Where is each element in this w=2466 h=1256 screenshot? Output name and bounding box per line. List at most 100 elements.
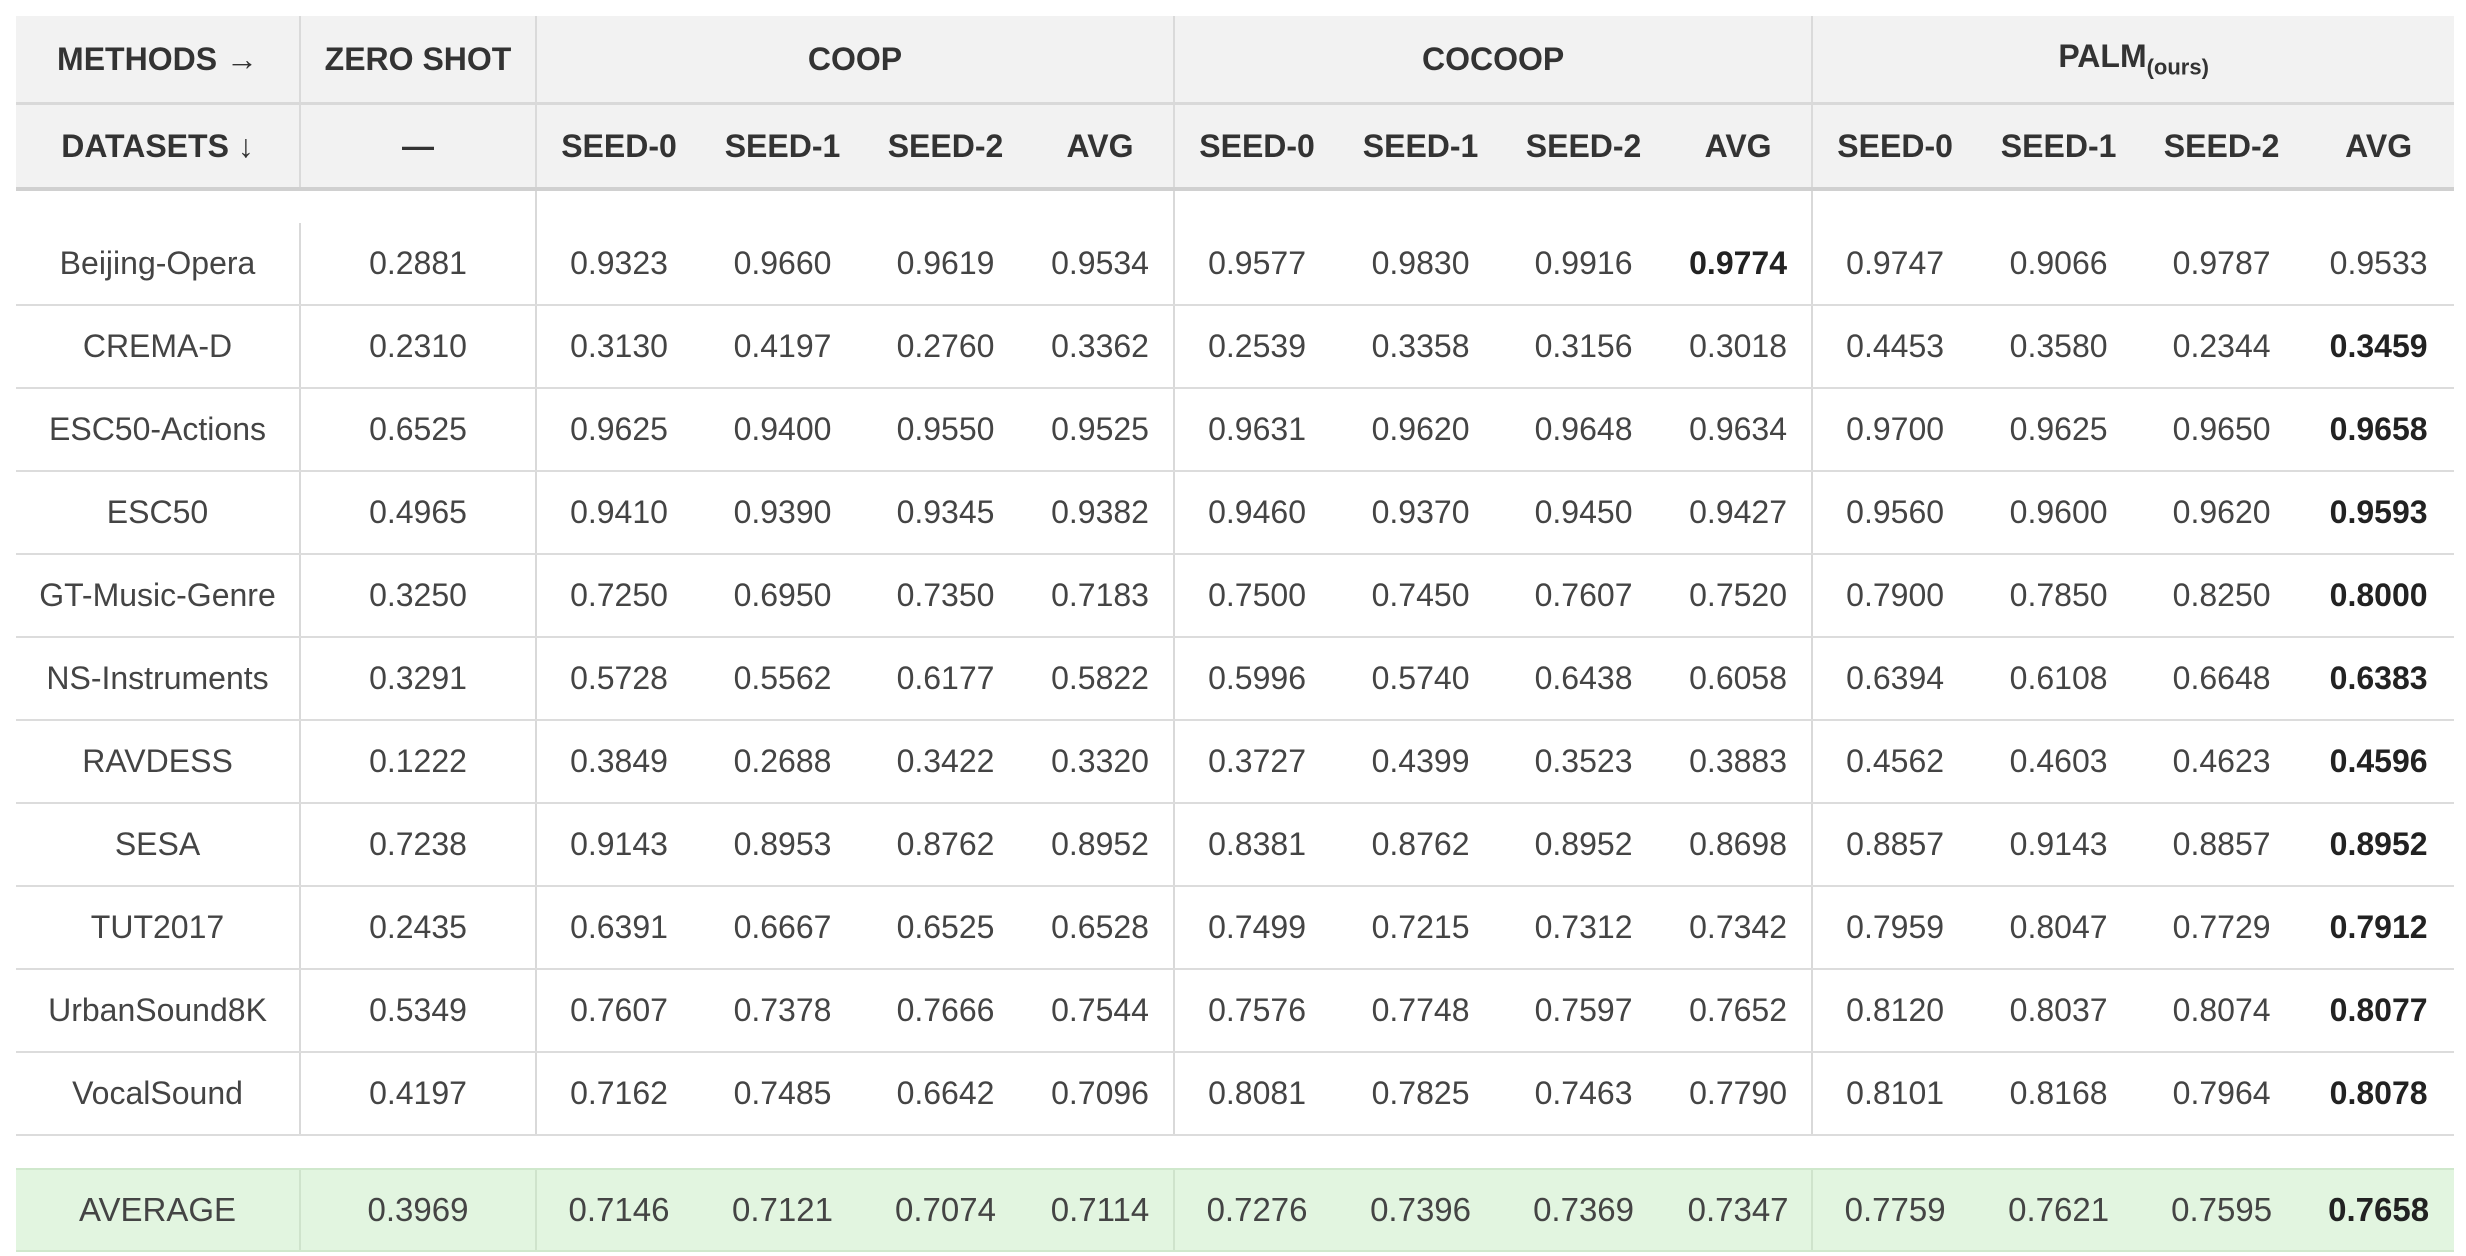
value-cell: 0.8250: [2140, 554, 2304, 638]
value-cell: 0.4623: [2140, 720, 2304, 804]
dataset-name-cell: TUT2017: [16, 886, 300, 970]
value-cell: 0.3018: [1665, 305, 1813, 389]
value-cell: 0.7652: [1665, 969, 1813, 1053]
value-cell: 0.2344: [2140, 305, 2304, 389]
value-cell: 0.3969: [299, 1168, 536, 1252]
table-row: Beijing-Opera 0.2881 0.9323 0.9660 0.9619 0.9…: [16, 223, 2455, 306]
value-cell: 0.9600: [1977, 471, 2141, 555]
value-cell: 0.3362: [1027, 305, 1175, 389]
value-cell: 0.9650: [2140, 388, 2304, 472]
value-cell: 0.8952: [1502, 803, 1666, 887]
value-cell: 0.9787: [2140, 223, 2304, 306]
value-cell: 0.9533: [2303, 223, 2455, 306]
value-cell: 0.7215: [1339, 886, 1503, 970]
value-cell: 0.7597: [1502, 969, 1666, 1053]
coop-seed-0-header: SEED-0: [535, 103, 701, 191]
dataset-name-cell: UrbanSound8K: [16, 969, 300, 1053]
value-cell: 0.9625: [535, 388, 701, 472]
value-cell: 0.7790: [1665, 1052, 1813, 1136]
value-cell: 0.7520: [1665, 554, 1813, 638]
value-cell: 0.5562: [701, 637, 864, 721]
dataset-name-cell: RAVDESS: [16, 720, 300, 804]
value-cell: 0.2539: [1173, 305, 1340, 389]
value-cell: 0.7350: [864, 554, 1027, 638]
value-cell: 0.6177: [864, 637, 1027, 721]
value-cell: 0.7544: [1027, 969, 1175, 1053]
cocoop-seed-1-header: SEED-1: [1339, 103, 1503, 191]
palm-seed-2-header: SEED-2: [2140, 103, 2304, 191]
value-cell: 0.5349: [299, 969, 536, 1053]
best-value-cell: 0.6383: [2303, 637, 2455, 721]
zero-shot-header: ZERO SHOT: [299, 16, 536, 105]
value-cell: 0.6525: [864, 886, 1027, 970]
value-cell: 0.2760: [864, 305, 1027, 389]
value-cell: 0.7276: [1173, 1168, 1340, 1252]
spacer-row: [16, 189, 2455, 223]
datasets-header: DATASETS ↓: [16, 103, 300, 191]
value-cell: 0.7595: [2140, 1168, 2304, 1252]
value-cell: 0.9345: [864, 471, 1027, 555]
best-value-cell: 0.3459: [2303, 305, 2455, 389]
best-value-cell: 0.9593: [2303, 471, 2455, 555]
value-cell: 0.5822: [1027, 637, 1175, 721]
dataset-name-cell: AVERAGE: [16, 1168, 300, 1252]
value-cell: 0.4453: [1811, 305, 1978, 389]
value-cell: 0.4562: [1811, 720, 1978, 804]
value-cell: 0.9916: [1502, 223, 1666, 306]
results-table: METHODS → ZERO SHOT COOP COCOOP PALM(our…: [16, 16, 2455, 1252]
value-cell: 0.7748: [1339, 969, 1503, 1053]
best-value-cell: 0.9774: [1665, 223, 1813, 306]
value-cell: 0.6950: [701, 554, 864, 638]
value-cell: 0.3523: [1502, 720, 1666, 804]
value-cell: 0.9830: [1339, 223, 1503, 306]
value-cell: 0.7146: [535, 1168, 701, 1252]
value-cell: 0.8698: [1665, 803, 1813, 887]
value-cell: 0.2435: [299, 886, 536, 970]
value-cell: 0.7850: [1977, 554, 2141, 638]
value-cell: 0.6642: [864, 1052, 1027, 1136]
value-cell: 0.5728: [535, 637, 701, 721]
cocoop-header: COCOOP: [1173, 16, 1813, 105]
value-cell: 0.9619: [864, 223, 1027, 306]
value-cell: 0.3883: [1665, 720, 1813, 804]
value-cell: 0.8952: [1027, 803, 1175, 887]
value-cell: 0.7759: [1811, 1168, 1978, 1252]
value-cell: 0.2881: [299, 223, 536, 306]
header-row-datasets: DATASETS ↓ — SEED-0 SEED-1 SEED-2 AVG SEED-0…: [16, 103, 2455, 191]
value-cell: 0.7378: [701, 969, 864, 1053]
value-cell: 0.7621: [1977, 1168, 2141, 1252]
value-cell: 0.2310: [299, 305, 536, 389]
value-cell: 0.9410: [535, 471, 701, 555]
dataset-name-cell: GT-Music-Genre: [16, 554, 300, 638]
value-cell: 0.7250: [535, 554, 701, 638]
value-cell: 0.9143: [535, 803, 701, 887]
value-cell: 0.9382: [1027, 471, 1175, 555]
value-cell: 0.6108: [1977, 637, 2141, 721]
value-cell: 0.7607: [535, 969, 701, 1053]
zero-shot-subheader: —: [299, 103, 536, 191]
value-cell: 0.8081: [1173, 1052, 1340, 1136]
value-cell: 0.7369: [1502, 1168, 1666, 1252]
value-cell: 0.9400: [701, 388, 864, 472]
best-value-cell: 0.8952: [2303, 803, 2455, 887]
palm-seed-0-header: SEED-0: [1811, 103, 1978, 191]
table-row: GT-Music-Genre 0.3250 0.7250 0.6950 0.7350 0.…: [16, 554, 2455, 638]
value-cell: 0.7396: [1339, 1168, 1503, 1252]
value-cell: 0.9066: [1977, 223, 2141, 306]
value-cell: 0.7114: [1027, 1168, 1175, 1252]
value-cell: 0.8857: [1811, 803, 1978, 887]
table-row: SESA 0.7238 0.9143 0.8953 0.8762 0.8952 0.8381…: [16, 803, 2455, 887]
value-cell: 0.5996: [1173, 637, 1340, 721]
value-cell: 0.6528: [1027, 886, 1175, 970]
dataset-name-cell: ESC50-Actions: [16, 388, 300, 472]
value-cell: 0.7238: [299, 803, 536, 887]
value-cell: 0.7576: [1173, 969, 1340, 1053]
value-cell: 0.7183: [1027, 554, 1175, 638]
value-cell: 0.3727: [1173, 720, 1340, 804]
value-cell: 0.7825: [1339, 1052, 1503, 1136]
value-cell: 0.9460: [1173, 471, 1340, 555]
value-cell: 0.7096: [1027, 1052, 1175, 1136]
coop-seed-2-header: SEED-2: [864, 103, 1027, 191]
header-row-methods: METHODS → ZERO SHOT COOP COCOOP PALM(our…: [16, 16, 2455, 105]
value-cell: 0.9634: [1665, 388, 1813, 472]
